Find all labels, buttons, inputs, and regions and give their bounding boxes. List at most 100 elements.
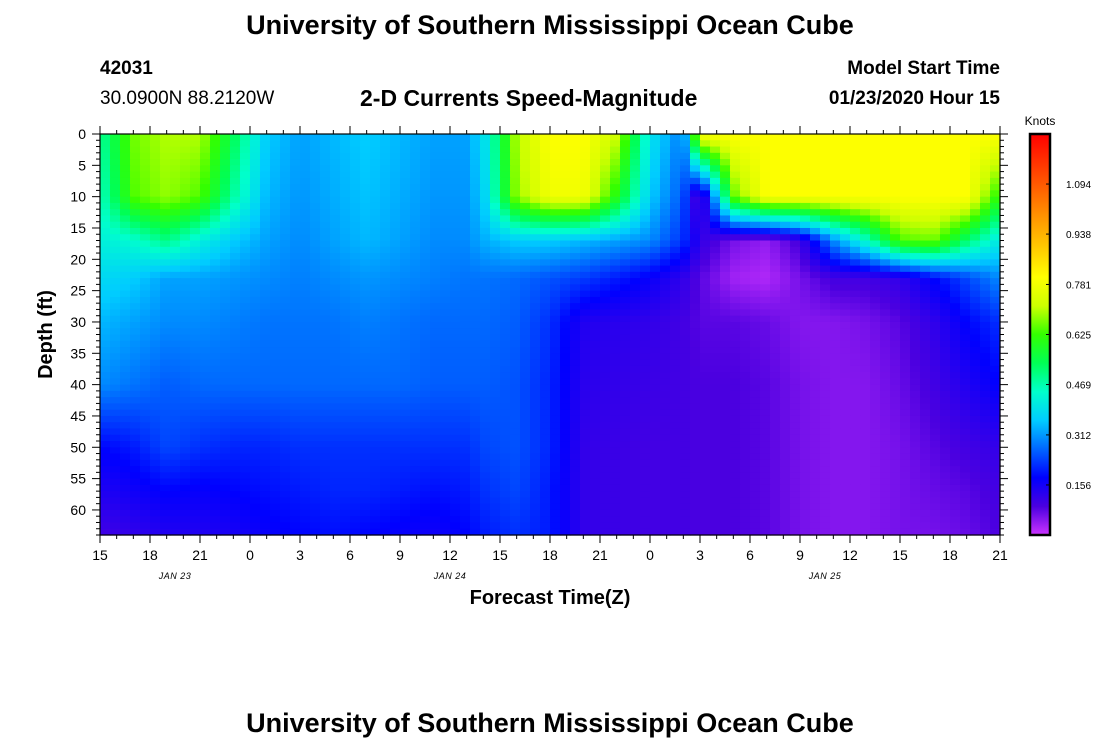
heatmap-cell [130,278,141,285]
heatmap-cell [250,478,261,486]
heatmap-cell [170,340,181,348]
heatmap-cell [560,447,571,455]
heatmap-cell [640,347,651,354]
heatmap-cell [350,177,361,185]
heatmap-cell [490,434,501,442]
heatmap-cell [150,253,161,260]
heatmap-cell [490,227,501,235]
heatmap-cell [420,472,431,480]
heatmap-cell [970,221,981,229]
heatmap-cell [670,434,681,442]
heatmap-cell [590,309,601,317]
heatmap-cell [420,290,431,298]
heatmap-cell [230,384,241,392]
heatmap-cell [340,422,351,430]
heatmap-cell [120,140,131,148]
heatmap-cell [360,334,371,342]
heatmap-cell [350,390,361,398]
heatmap-cell [850,441,861,448]
heatmap-cell [320,259,331,267]
heatmap-cell [380,246,391,254]
heatmap-cell [160,278,171,285]
heatmap-cell [260,359,271,367]
heatmap-cell [480,202,491,210]
heatmap-cell [940,422,951,430]
heatmap-cell [640,353,651,361]
heatmap-cell [680,390,691,398]
heatmap-cell [940,390,951,398]
heatmap-cell [240,353,251,361]
heatmap-cell [440,478,451,486]
heatmap-cell [540,353,551,361]
heatmap-cell [590,234,601,242]
heatmap-cell [770,372,781,379]
heatmap-cell [630,246,641,254]
heatmap-cell [870,140,881,148]
heatmap-cell [990,259,1001,267]
heatmap-cell [880,196,891,204]
heatmap-cell [300,240,311,248]
heatmap-cell [670,309,681,317]
heatmap-cell [560,340,571,348]
heatmap-cell [440,459,451,467]
heatmap-cell [220,397,231,405]
heatmap-cell [620,441,631,448]
heatmap-cell [790,177,801,185]
heatmap-cell [940,447,951,455]
heatmap-cell [780,303,791,311]
heatmap-cell [310,284,321,292]
heatmap-cell [580,171,591,179]
heatmap-cell [760,365,771,373]
heatmap-cell [740,290,751,298]
heatmap-cell [830,140,841,148]
heatmap-cell [580,196,591,204]
heatmap-cell [660,340,671,348]
heatmap-cell [780,234,791,242]
heatmap-cell [970,353,981,361]
heatmap-cell [120,159,131,166]
heatmap-cell [340,296,351,304]
heatmap-cell [340,453,351,461]
heatmap-cell [860,384,871,392]
heatmap-cell [990,284,1001,292]
heatmap-cell [880,315,891,323]
heatmap-cell [170,134,181,141]
heatmap-cell [610,259,621,267]
heatmap-cell [930,146,941,154]
heatmap-cell [290,309,301,317]
heatmap-cell [170,328,181,336]
heatmap-cell [110,441,121,448]
heatmap-cell [400,221,411,229]
heatmap-cell [260,447,271,455]
heatmap-cell [280,215,291,223]
heatmap-cell [120,397,131,405]
heatmap-cell [310,384,321,392]
heatmap-cell [290,328,301,336]
heatmap-cell [750,353,761,361]
heatmap-cell [300,409,311,417]
heatmap-cell [120,353,131,361]
heatmap-cell [970,415,981,423]
heatmap-cell [910,365,921,373]
heatmap-cell [880,303,891,311]
heatmap-cell [390,334,401,342]
heatmap-cell [350,165,361,173]
heatmap-cell [630,215,641,223]
heatmap-cell [870,447,881,455]
heatmap-cell [400,146,411,154]
heatmap-cell [710,441,721,448]
heatmap-cell [670,290,681,298]
heatmap-cell [210,146,221,154]
heatmap-cell [230,415,241,423]
heatmap-cell [760,184,771,191]
heatmap-cell [280,259,291,267]
heatmap-cell [850,390,861,398]
heatmap-cell [680,290,691,298]
heatmap-cell [860,140,871,148]
heatmap-cell [960,165,971,173]
heatmap-cell [900,184,911,191]
heatmap-cell [970,328,981,336]
heatmap-cell [240,384,251,392]
heatmap-cell [550,221,561,229]
heatmap-cell [900,227,911,235]
